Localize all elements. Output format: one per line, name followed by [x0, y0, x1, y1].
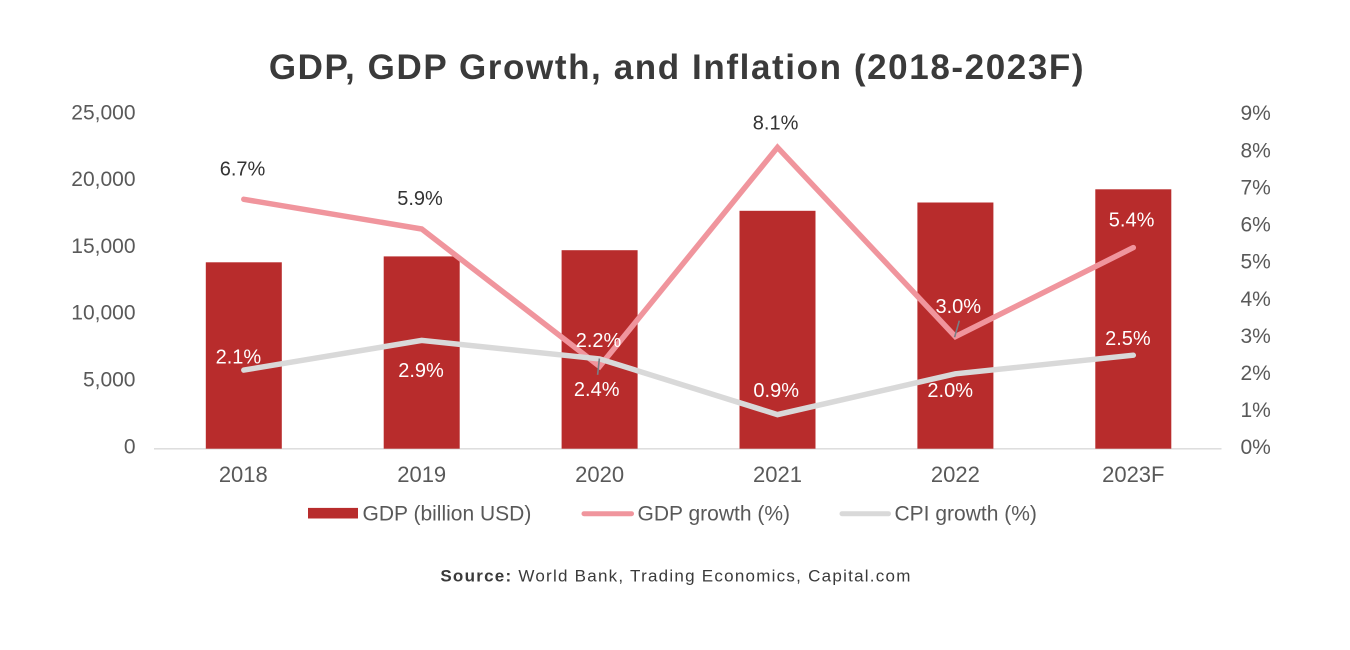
svg-text:20,000: 20,000 [71, 168, 135, 191]
svg-text:6.7%: 6.7% [220, 159, 266, 181]
svg-text:25,000: 25,000 [71, 101, 135, 124]
svg-text:2.4%: 2.4% [574, 379, 620, 401]
svg-text:2019: 2019 [397, 462, 446, 487]
svg-text:2.1%: 2.1% [216, 346, 262, 368]
svg-text:4%: 4% [1241, 288, 1271, 311]
svg-text:5,000: 5,000 [83, 369, 136, 392]
svg-text:5.9%: 5.9% [397, 188, 443, 210]
svg-text:2.2%: 2.2% [576, 330, 622, 352]
svg-text:2.0%: 2.0% [927, 380, 973, 402]
svg-text:2.9%: 2.9% [398, 360, 444, 382]
svg-text:6%: 6% [1241, 214, 1271, 237]
svg-text:0%: 0% [1241, 436, 1271, 459]
svg-text:1%: 1% [1241, 399, 1271, 422]
svg-text:5%: 5% [1241, 251, 1271, 274]
svg-text:2021: 2021 [753, 462, 802, 487]
svg-text:0: 0 [124, 435, 136, 458]
svg-text:GDP, GDP Growth, and Inflation: GDP, GDP Growth, and Inflation (2018-202… [269, 48, 1085, 87]
svg-text:2.5%: 2.5% [1105, 328, 1151, 350]
svg-text:CPI growth (%): CPI growth (%) [895, 502, 1037, 525]
svg-text:8%: 8% [1241, 139, 1271, 162]
svg-text:10,000: 10,000 [71, 302, 135, 325]
svg-text:2%: 2% [1241, 362, 1271, 385]
svg-text:2022: 2022 [931, 462, 980, 487]
svg-text:5.4%: 5.4% [1109, 209, 1155, 231]
svg-text:0.9%: 0.9% [753, 380, 799, 402]
svg-text:7%: 7% [1241, 176, 1271, 199]
svg-text:2023F: 2023F [1102, 462, 1164, 487]
svg-text:Source: World Bank, Trading Ec: Source: World Bank, Trading Economics, C… [440, 566, 911, 585]
svg-text:9%: 9% [1241, 102, 1271, 125]
svg-text:8.1%: 8.1% [753, 113, 799, 135]
svg-text:GDP growth (%): GDP growth (%) [638, 502, 791, 525]
svg-text:3%: 3% [1241, 325, 1271, 348]
svg-text:15,000: 15,000 [71, 235, 135, 258]
svg-text:GDP (billion USD): GDP (billion USD) [363, 502, 532, 525]
svg-text:2018: 2018 [219, 462, 268, 487]
svg-text:3.0%: 3.0% [936, 296, 982, 318]
svg-text:2020: 2020 [575, 462, 624, 487]
